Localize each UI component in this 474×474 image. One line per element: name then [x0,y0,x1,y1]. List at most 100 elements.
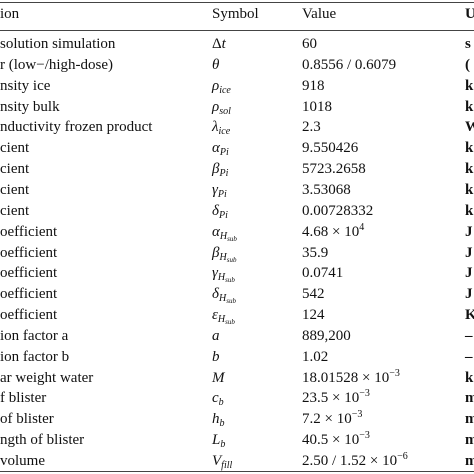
row-value: 1.02 [302,347,328,367]
symbol-subscript-text: H [219,251,227,263]
table-row: nsity bulk ρsol 1018 k [0,97,474,117]
row-unit: m [465,453,474,469]
symbol-subscript-text: ice [219,84,231,96]
symbol-subscript-text: sol [219,105,231,117]
value-text: 0.8556 / 0.6079 [302,56,397,73]
value-text: 1018 [302,98,332,115]
row-description: oefficient [0,307,58,324]
top-rule [0,2,474,3]
row-description: f blister [0,390,47,407]
row-unit: k [465,369,474,386]
row-symbol: a [212,326,220,346]
symbol-sub-subscript: sub [225,318,235,327]
symbol-subscript-text: H [219,230,228,242]
symbol-main: ρ [212,77,220,94]
symbol-main: α [212,223,220,240]
value-text: 124 [302,307,325,324]
symbol-subscript-text: H [218,293,227,305]
bottom-rule [0,471,474,472]
row-unit: m [465,432,474,449]
table-row: volume Vfill 2.50 / 1.52 × 10−6 m [0,451,474,471]
table-row: cient γPi 3.53068 k [0,180,474,200]
symbol-sub-subscript: sub [227,234,237,243]
row-value: 3.53068 [302,180,351,200]
table-row: nductivity frozen product λice 2.3 W [0,117,474,137]
symbol-subscript-text: b [219,418,225,430]
row-unit: K [465,307,474,324]
row-unit: – [465,348,473,365]
row-unit: k [465,98,474,115]
value-text: 35.9 [302,244,329,261]
symbol-main: δ [212,202,219,219]
header-symbol: Symbol [212,6,259,22]
row-value: 0.0741 [302,263,343,283]
symbol-main: t [221,36,226,52]
value-text: 0.00728332 [302,202,374,219]
table-row: oefficient γHsub 0.0741 J [0,263,474,284]
value-text: 9.550426 [302,140,359,157]
symbol-main: θ [212,56,220,73]
value-exponent: −3 [359,388,370,400]
symbol-main: γ [212,265,218,282]
value-text: 3.53068 [302,181,351,198]
value-text: 918 [302,77,325,94]
row-unit: k [465,202,474,219]
row-description: nsity ice [0,77,51,94]
symbol-main: ρ [212,98,220,115]
symbol-subscript: b [219,397,224,408]
row-unit: k [465,181,474,198]
row-symbol: θ [212,55,219,75]
value-text: 4.68 × 10 [302,223,360,240]
row-value: 40.5 × 10−3 [302,430,370,450]
table-row: nsity ice ρice 918 k [0,76,474,96]
table-row: ngth of blister Lb 40.5 × 10−3 m [0,430,474,450]
value-text: 889,200 [302,327,351,344]
value-exponent: −3 [359,430,370,442]
symbol-main: M [212,369,225,386]
value-text: 7.2 × 10 [302,411,352,428]
row-unit: J [465,223,473,240]
symbol-subscript: Hsub [220,231,237,242]
row-unit: J [465,265,473,282]
symbol-subscript-text: b [218,397,224,409]
row-description: solution simulation [0,36,116,52]
symbol-main: L [212,432,221,449]
row-unit: k [465,140,474,157]
symbol-main: h [212,411,220,428]
row-symbol: εHsub [212,305,235,327]
table-row: of blister hb 7.2 × 10−3 m [0,409,474,429]
symbol-subscript: b [220,439,225,450]
row-description: volume [0,453,45,469]
row-symbol: cb [212,388,224,408]
row-value: 2.50 / 1.52 × 10−6 [302,451,408,471]
value-exponent: −6 [397,451,408,462]
table-row: oefficient εHsub 124 K [0,305,474,327]
symbol-subscript-text: fill [221,460,233,471]
row-symbol: δHsub [212,284,236,305]
header-unit: U [465,6,474,22]
header-description: ion [0,6,20,22]
symbol-subscript: Pi [218,189,227,200]
value-text: 0.0741 [302,265,344,282]
row-description: r (low−/high-dose) [0,56,114,73]
symbol-main: ε [212,307,218,324]
table-row: f blister cb 23.5 × 10−3 m [0,388,474,408]
symbol-main: β [212,244,220,261]
table-row: cient βPi 5723.2658 k [0,159,474,179]
row-description: oefficient [0,223,58,240]
symbol-subscript: b [220,418,225,429]
table-row: cient αPi 9.550426 k [0,138,474,158]
row-value: 124 [302,305,325,325]
row-symbol: λice [212,117,230,137]
row-symbol: ρice [212,76,231,96]
row-symbol: αHsub [212,222,237,243]
row-unit: k [465,161,474,178]
row-symbol: M [212,368,225,388]
symbol-subscript: Pi [219,168,228,179]
row-description: of blister [0,411,54,428]
row-unit: J [465,244,473,261]
row-symbol: b [212,347,220,367]
row-unit: m [465,411,474,428]
symbol-subscript: Hsub [218,293,236,305]
row-value: 23.5 × 10−3 [302,388,370,408]
